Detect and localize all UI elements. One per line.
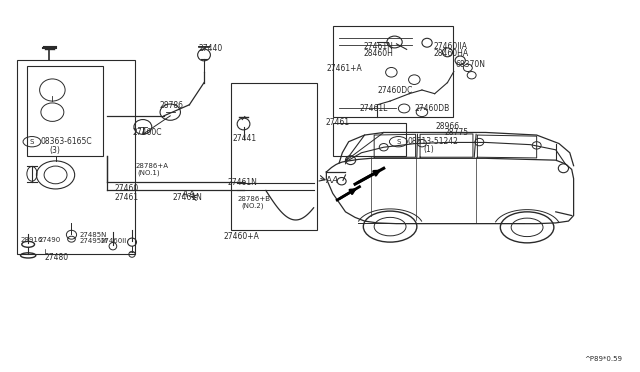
Text: 27460DC: 27460DC — [378, 86, 413, 94]
Text: 27461N: 27461N — [172, 193, 202, 202]
Text: 27460II: 27460II — [100, 238, 127, 244]
Text: 28966: 28966 — [436, 122, 460, 131]
Text: 28786+B: 28786+B — [237, 196, 270, 202]
Text: 27440: 27440 — [199, 44, 223, 53]
Text: 27460DB: 27460DB — [414, 104, 449, 113]
Text: 28460HA: 28460HA — [433, 49, 468, 58]
Bar — [17, 61, 135, 254]
Text: (3): (3) — [49, 146, 60, 155]
Text: A: A — [326, 176, 333, 185]
Text: 27461N: 27461N — [364, 42, 393, 51]
Text: 28786: 28786 — [159, 101, 184, 110]
Bar — [27, 66, 103, 157]
Text: (NO.1): (NO.1) — [138, 169, 161, 176]
Text: 27461+A: 27461+A — [326, 64, 362, 73]
Text: S: S — [30, 139, 34, 145]
Text: 27461N: 27461N — [228, 178, 257, 187]
Text: (NO.2): (NO.2) — [241, 202, 264, 209]
Text: 27460+A: 27460+A — [223, 232, 259, 241]
Text: 27495M: 27495M — [80, 238, 108, 244]
Text: S: S — [396, 139, 401, 145]
Bar — [231, 83, 317, 230]
Text: 08513-51242: 08513-51242 — [408, 137, 459, 146]
Text: 68370N: 68370N — [455, 60, 485, 70]
Text: 27490: 27490 — [38, 237, 61, 243]
Text: A: A — [181, 190, 188, 199]
Text: A: A — [332, 176, 337, 185]
Bar — [333, 123, 406, 157]
Text: 27461L: 27461L — [360, 104, 388, 113]
Text: 27460C: 27460C — [132, 128, 161, 137]
Text: 27461: 27461 — [115, 193, 139, 202]
Text: 28775: 28775 — [444, 128, 468, 137]
Text: 27461: 27461 — [325, 118, 349, 127]
Text: 27480: 27480 — [45, 253, 69, 263]
Text: 28460H: 28460H — [364, 49, 393, 58]
Text: 28916: 28916 — [20, 237, 43, 243]
Text: 27441: 27441 — [233, 134, 257, 142]
Bar — [333, 26, 452, 116]
Text: 27460IIA: 27460IIA — [433, 42, 467, 51]
Text: 28786+A: 28786+A — [135, 163, 168, 169]
Text: (1): (1) — [423, 145, 434, 154]
Text: ^P89*0.59: ^P89*0.59 — [585, 356, 623, 362]
Text: 27485N: 27485N — [80, 232, 107, 238]
Text: 27460: 27460 — [115, 184, 139, 193]
Text: 08363-6165C: 08363-6165C — [41, 137, 93, 146]
Text: A: A — [189, 190, 195, 199]
